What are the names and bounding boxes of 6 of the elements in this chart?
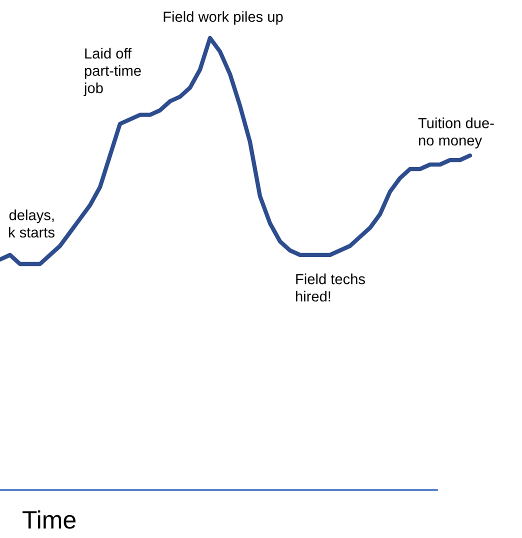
annotation: Field techs hired! — [296, 274, 365, 302]
annotation: Tuition due- no money — [418, 118, 494, 148]
annotation: Laid off part-time job — [84, 48, 141, 96]
text: Field work piles up — [164, 11, 283, 25]
annotation: delays, k starts — [8, 210, 54, 238]
x-axis-title: Time — [22, 510, 76, 529]
